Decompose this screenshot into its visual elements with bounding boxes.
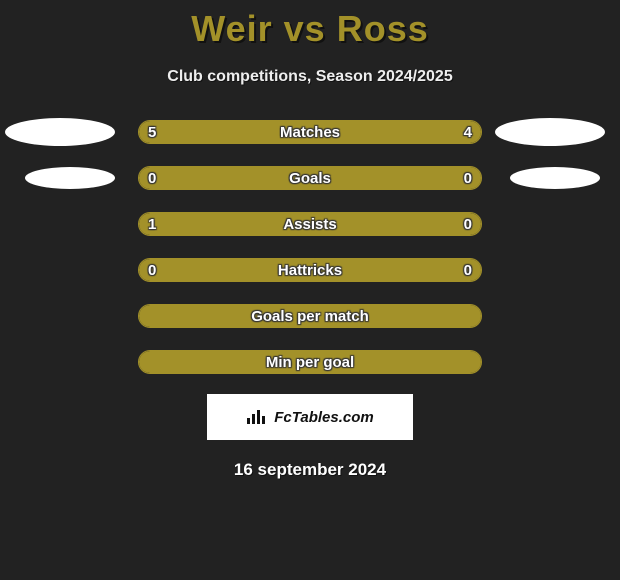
bar-chart-icon <box>246 408 268 426</box>
bar-left <box>139 305 481 327</box>
footer-date: 16 september 2024 <box>0 460 620 480</box>
bar-right <box>329 121 481 143</box>
bar-left <box>139 351 481 373</box>
bar-left <box>139 167 481 189</box>
side-ellipse <box>5 118 115 146</box>
bar-left <box>139 259 481 281</box>
bar-track <box>138 166 482 190</box>
bar-track <box>138 120 482 144</box>
stat-row: Matches54 <box>0 120 620 144</box>
page-subtitle: Club competitions, Season 2024/2025 <box>0 68 620 86</box>
source-badge-text: FcTables.com <box>274 409 373 426</box>
stat-row: Hattricks00 <box>0 258 620 282</box>
bar-track <box>138 350 482 374</box>
stat-row: Assists10 <box>0 212 620 236</box>
bar-track <box>138 212 482 236</box>
bar-right <box>402 213 481 235</box>
side-ellipse <box>25 167 115 189</box>
page-title: Weir vs Ross <box>0 0 620 50</box>
bar-left <box>139 213 402 235</box>
player-left-name: Weir <box>191 8 272 49</box>
side-ellipse <box>495 118 605 146</box>
bar-left <box>139 121 329 143</box>
bar-track <box>138 304 482 328</box>
stat-row: Goals per match <box>0 304 620 328</box>
source-badge: FcTables.com <box>207 394 413 440</box>
vs-separator: vs <box>284 8 326 49</box>
side-ellipse <box>510 167 600 189</box>
stat-row: Goals00 <box>0 166 620 190</box>
stat-row: Min per goal <box>0 350 620 374</box>
stat-rows: Matches54 Goals00 Assists10 Hattricks00 Goal… <box>0 120 620 374</box>
bar-track <box>138 258 482 282</box>
player-right-name: Ross <box>337 8 429 49</box>
comparison-infographic: Weir vs Ross Club competitions, Season 2… <box>0 0 620 580</box>
